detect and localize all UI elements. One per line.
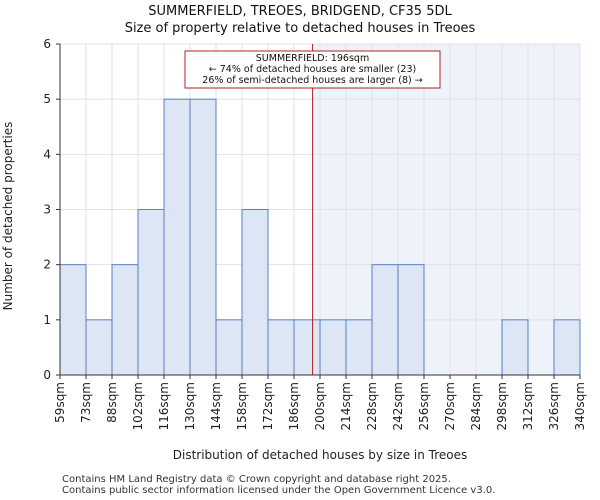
footer: Contains HM Land Registry data © Crown c…	[62, 474, 495, 496]
chart-title: SUMMERFIELD, TREOES, BRIDGEND, CF35 5DL	[148, 4, 452, 19]
bar	[319, 319, 347, 376]
y-tick-label: 6	[43, 37, 51, 51]
x-tick-label: 144sqm	[209, 382, 223, 430]
annotation-box	[184, 50, 441, 89]
footer-line-1: Contains HM Land Registry data © Crown c…	[62, 474, 451, 485]
footer-line-2: Contains public sector information licen…	[62, 485, 496, 496]
bar	[553, 319, 581, 376]
x-tick-label: 326sqm	[547, 382, 561, 430]
x-tick-label: 130sqm	[183, 382, 197, 430]
bar	[111, 264, 139, 376]
bar	[293, 319, 321, 376]
annotation-line: ← 74% of detached houses are smaller (23…	[209, 64, 416, 75]
x-tick-label: 256sqm	[417, 382, 431, 430]
bar	[85, 319, 113, 376]
bar	[397, 264, 425, 376]
x-tick-label: 228sqm	[365, 382, 379, 430]
bar	[241, 209, 269, 376]
bar	[189, 98, 217, 376]
x-tick-label: 88sqm	[105, 382, 119, 423]
x-tick-label: 102sqm	[131, 382, 145, 430]
y-tick-label: 1	[43, 313, 51, 327]
x-tick-label: 186sqm	[287, 382, 301, 430]
bar	[215, 319, 243, 376]
bar	[163, 98, 191, 376]
bar	[345, 319, 373, 376]
x-tick-label: 284sqm	[469, 382, 483, 430]
x-tick-label: 116sqm	[157, 382, 171, 430]
x-tick-label: 73sqm	[79, 382, 93, 423]
x-tick-label: 340sqm	[573, 382, 587, 430]
x-tick-label: 312sqm	[521, 382, 535, 430]
x-axis-label: Distribution of detached houses by size …	[173, 448, 468, 462]
bar	[267, 319, 295, 376]
x-tick-label: 214sqm	[339, 382, 353, 430]
x-tick-label: 270sqm	[443, 382, 457, 430]
x-tick-label: 158sqm	[235, 382, 249, 430]
bar	[137, 209, 165, 376]
chart-subtitle: Size of property relative to detached ho…	[124, 21, 476, 36]
x-tick-label: 172sqm	[261, 382, 275, 430]
bar	[501, 319, 529, 376]
y-axis-label: Number of detached properties	[1, 122, 15, 311]
bar	[371, 264, 399, 376]
x-tick-label: 59sqm	[53, 382, 67, 423]
annotation-line: SUMMERFIELD: 196sqm	[256, 53, 369, 64]
y-tick-label: 2	[43, 258, 51, 272]
y-tick-label: 0	[43, 368, 51, 382]
y-tick-label: 4	[43, 147, 51, 161]
x-tick-label: 200sqm	[313, 382, 327, 430]
y-tick-label: 3	[43, 203, 51, 217]
bar	[59, 264, 87, 376]
y-tick-label: 5	[43, 92, 51, 106]
x-tick-label: 242sqm	[391, 382, 405, 430]
annotation-line: 26% of semi-detached houses are larger (…	[202, 75, 422, 86]
x-tick-label: 298sqm	[495, 382, 509, 430]
